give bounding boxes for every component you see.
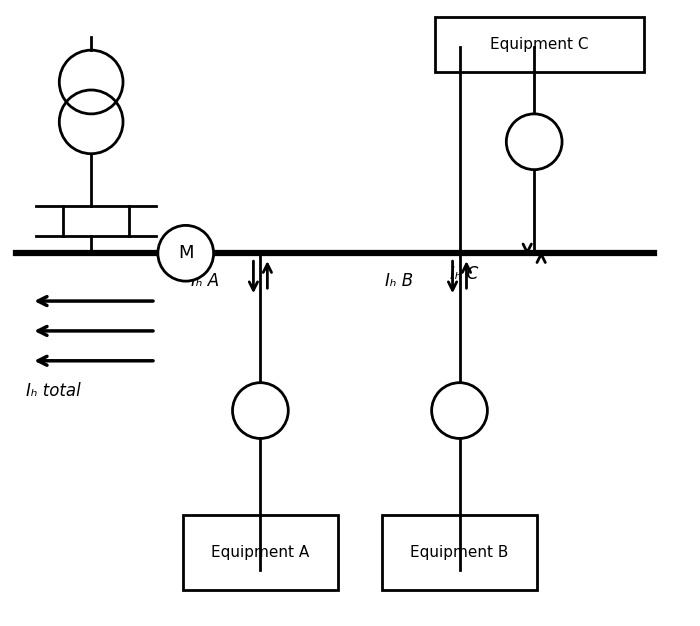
Text: Equipment B: Equipment B [410,545,509,560]
Text: Equipment A: Equipment A [211,545,309,560]
Bar [382,515,537,590]
Bar [183,515,337,590]
Text: Iₕ total: Iₕ total [27,382,81,399]
Text: Iₕ A: Iₕ A [190,272,219,290]
Bar [435,18,644,72]
Circle shape [232,382,288,438]
Text: M: M [178,244,193,262]
Text: Iₕ B: Iₕ B [385,272,413,290]
Text: Equipment C: Equipment C [490,37,589,52]
Text: Iₕ C: Iₕ C [449,265,478,283]
Circle shape [158,225,214,281]
Circle shape [432,382,487,438]
Circle shape [506,114,562,170]
